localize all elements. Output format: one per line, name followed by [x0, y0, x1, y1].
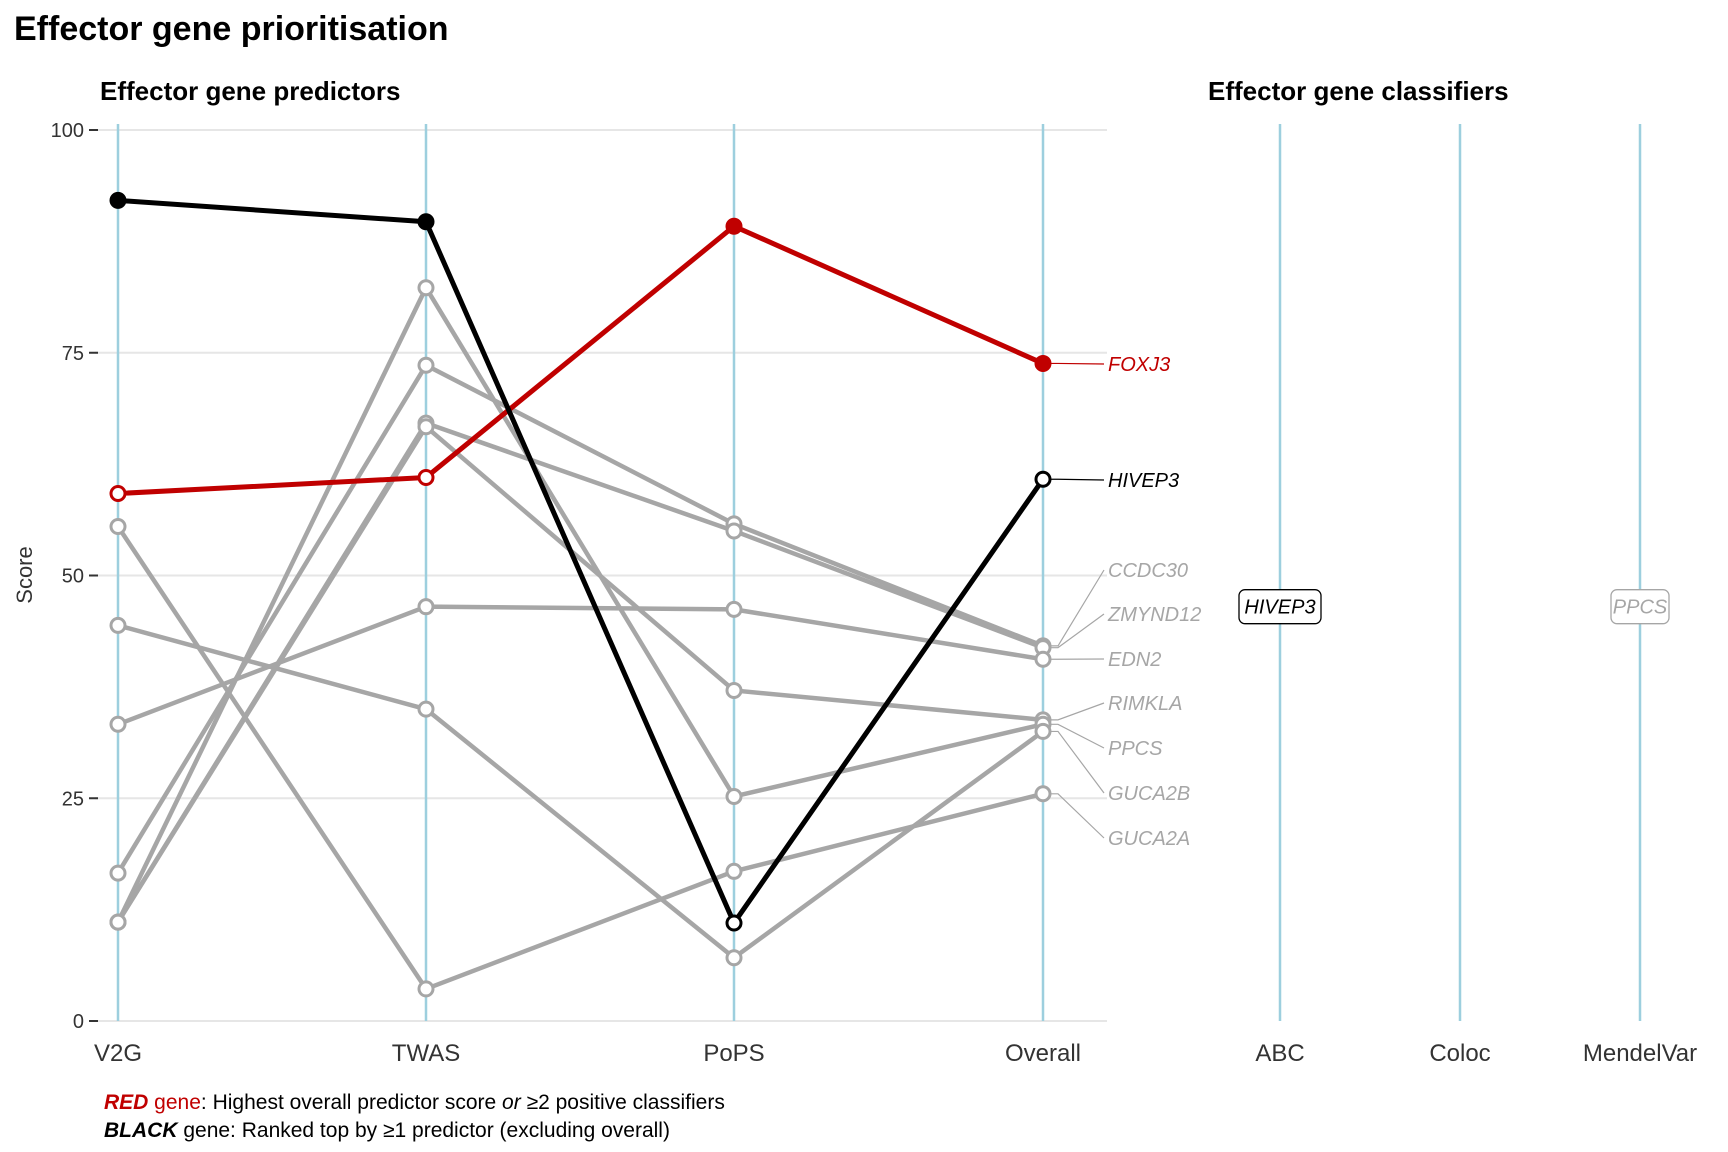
y-tick-label: 75: [62, 343, 84, 365]
data-point-edn2: [417, 598, 435, 616]
gene-label-guca2a: GUCA2A: [1108, 828, 1190, 850]
legend-red-word: RED: [104, 1091, 148, 1114]
data-point-foxj3: [725, 217, 743, 235]
x-tick-label: TWAS: [392, 1040, 460, 1067]
y-tick-label: 25: [62, 788, 84, 810]
legend-black-word: BLACK: [104, 1119, 179, 1142]
data-point-rimkla: [725, 681, 743, 699]
gene-label-zmynd12: ZMYND12: [1107, 604, 1201, 626]
classifier-tick-label: MendelVar: [1583, 1040, 1697, 1067]
data-point-edn2: [725, 600, 743, 618]
data-point-edn2: [1034, 650, 1052, 668]
x-tick-label: V2G: [94, 1040, 142, 1067]
data-point-foxj3: [417, 468, 435, 486]
gene-label-ppcs: PPCS: [1108, 738, 1163, 760]
series-line-foxj3: [117, 223, 1045, 497]
data-point-guca2b: [109, 616, 127, 634]
data-point-rimkla: [417, 418, 435, 436]
gene-label-hivep3: HIVEP3: [1108, 470, 1179, 492]
label-leader-ccdc30: [1051, 569, 1105, 647]
data-point-hivep3: [109, 191, 127, 209]
predictors-panel-title: Effector gene predictors: [100, 76, 401, 106]
y-tick-label: 0: [73, 1011, 84, 1033]
series-line-ccdc30: [116, 362, 1044, 875]
data-point-ccdc30: [109, 864, 127, 882]
classifier-label-box-hivep3: [1238, 589, 1322, 625]
data-point-guca2b: [1034, 722, 1052, 740]
legend-notes: RED gene: Highest overall predictor scor…: [104, 1091, 725, 1142]
gene-label-guca2b: GUCA2B: [1108, 783, 1190, 805]
data-point-foxj3: [1034, 354, 1052, 372]
label-leader-ppcs: [1051, 723, 1105, 749]
series-line-guca2a: [116, 525, 1044, 992]
data-point-hivep3: [725, 914, 743, 932]
data-point-foxj3: [109, 485, 127, 503]
data-point-guca2a: [1034, 785, 1052, 803]
legend-red-text1: : Highest overall predictor score: [201, 1091, 502, 1114]
x-tick-label: PoPS: [703, 1040, 764, 1067]
label-leader-hivep3: [1051, 478, 1105, 481]
series-line-guca2b: [117, 623, 1045, 960]
data-point-guca2a: [109, 517, 127, 535]
gene-label-ccdc30: CCDC30: [1108, 560, 1188, 582]
classifier-label-hivep3: HIVEP3: [1244, 597, 1315, 619]
gene-label-rimkla: RIMKLA: [1108, 693, 1182, 715]
legend-red-text2: ≥2 positive classifiers: [521, 1091, 725, 1114]
legend-red-gene: gene: [148, 1091, 201, 1114]
gene-label-foxj3: FOXJ3: [1108, 354, 1170, 376]
y-tick-label: 50: [62, 566, 84, 588]
series-line-hivep3: [117, 197, 1046, 926]
data-point-guca2a: [417, 980, 435, 998]
predictor-panel: 0 25 50 75 100 V2G TWAS PoPS Overall CCDC30 ZMYND1…: [51, 120, 1202, 1067]
data-point-zmynd12: [725, 522, 743, 540]
gene-label-edn2: EDN2: [1108, 649, 1161, 671]
label-leader-guca2b: [1051, 730, 1105, 794]
x-tick-label: Overall: [1005, 1040, 1081, 1067]
y-tick-label: 100: [51, 120, 84, 142]
data-point-edn2: [109, 715, 127, 733]
legend-black-note: BLACK gene: Ranked top by ≥1 predictor (…: [104, 1119, 670, 1142]
data-point-hivep3: [417, 213, 435, 231]
figure-title: Effector gene prioritisation: [14, 10, 449, 48]
legend-red-note: RED gene: Highest overall predictor scor…: [104, 1091, 725, 1114]
data-point-ppcs: [109, 913, 127, 931]
label-leader-foxj3: [1051, 362, 1105, 365]
label-leader-rimkla: [1051, 702, 1105, 721]
classifier-label-ppcs: PPCS: [1613, 597, 1668, 619]
y-axis-title: Score: [12, 546, 37, 603]
data-point-hivep3: [1034, 470, 1052, 488]
legend-red-or: or: [502, 1091, 522, 1114]
classifier-tick-label: ABC: [1255, 1040, 1304, 1067]
data-point-ccdc30: [417, 356, 435, 374]
data-point-guca2b: [417, 700, 435, 718]
legend-black-text: gene: Ranked top by ≥1 predictor (exclud…: [178, 1119, 670, 1142]
classifier-label-box-ppcs: [1610, 589, 1670, 625]
data-point-ppcs: [725, 787, 743, 805]
classifier-panel: ABC Coloc MendelVar HIVEP3 PPCS: [1238, 124, 1697, 1067]
classifiers-panel-title: Effector gene classifiers: [1208, 76, 1509, 106]
classifier-tick-label: Coloc: [1429, 1040, 1490, 1067]
data-point-guca2b: [725, 949, 743, 967]
label-leader-zmynd12: [1051, 613, 1105, 649]
data-point-guca2a: [725, 862, 743, 880]
label-leader-guca2a: [1051, 793, 1105, 839]
data-point-ppcs: [417, 279, 435, 297]
series-line-ppcs: [115, 285, 1044, 924]
